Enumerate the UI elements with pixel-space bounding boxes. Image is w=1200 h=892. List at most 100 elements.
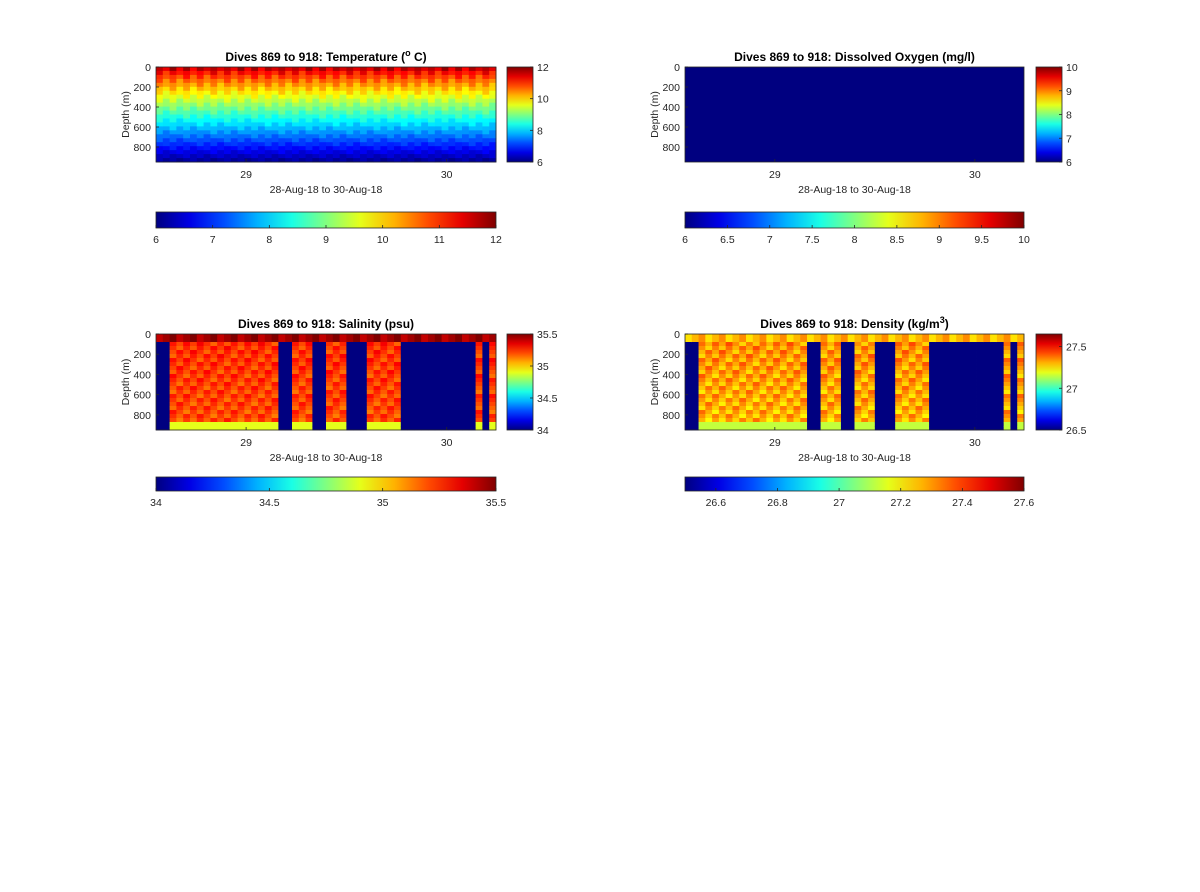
density-heatmap-cell [840,382,849,387]
temperature-heatmap-cell [373,90,381,96]
temperature-heatmap-cell [162,82,170,88]
temperature-heatmap-cell [156,67,164,72]
temperature-heatmap-cell [203,106,211,111]
density-heatmap-cell [739,362,747,367]
density-heatmap-cell [901,382,910,387]
salinity-heatmap-cell [230,334,238,339]
temperature-heatmap-cell [244,158,252,163]
temperature-heatmap-cell [285,142,293,147]
temperature-heatmap-cell [373,150,381,155]
salinity-heatmap-cell [224,426,232,431]
temperature-heatmap-cell [455,106,463,111]
density-heatmap-cell [834,382,842,387]
salinity-heatmap-cell [400,378,408,383]
salinity-heatmap-cell [230,342,238,347]
temperature-heatmap-cell [475,70,483,76]
density-heatmap-cell [779,346,788,351]
density-heatmap-cell [949,338,957,343]
density-heatmap-cell [840,374,849,379]
temperature-heatmap-cell [353,122,361,127]
salinity-heatmap-cell [468,406,476,411]
temperature-heatmap-cell [448,126,456,131]
temperature-heatmap-cell [271,126,279,131]
salinity-heatmap-cell [353,406,361,411]
salinity-heatmap-cell [237,374,245,379]
density-heatmap-cell [868,406,876,411]
salinity-heatmap-cell [326,346,334,351]
density-heatmap-cell [746,366,754,371]
salinity-heatmap-cell [326,354,334,359]
salinity-heatmap-cell [156,346,164,351]
temperature-heatmap-cell [305,70,313,76]
temperature-heatmap-cell [258,150,266,155]
salinity-heatmap-cell [407,382,415,387]
temperature-heatmap-cell [373,86,381,92]
density-heatmap-cell [956,346,964,351]
salinity-heatmap-cell [162,414,170,419]
salinity-heatmap-cell [353,418,361,423]
density-heatmap-cell [739,414,747,419]
oxygen-heatmap-cell [685,67,1024,162]
density-heatmap-cell [793,346,801,351]
salinity-heatmap-cell [298,334,306,339]
density-heatmap-cell [786,394,794,399]
temperature-heatmap-cell [360,122,368,127]
temperature-heatmap-cell [353,102,361,107]
temperature-heatmap-cell [210,138,218,143]
density-heatmap-cell [888,414,896,419]
temperature-heatmap-cell [475,126,483,131]
density-heatmap-cell [840,370,849,375]
density-heatmap-cell [813,410,821,415]
temperature-heatmap-cell [190,142,198,147]
temperature-heatmap-cell [346,150,354,155]
density-heatmap-cell [895,414,903,419]
salinity-heatmap-cell [190,342,198,347]
salinity-heatmap-cell [448,370,456,375]
temperature-heatmap-cell [169,114,177,119]
density-heatmap-cell [976,398,984,403]
density-heatmap-cell [746,422,754,427]
density-heatmap-cell [990,334,998,339]
salinity-heatmap-cell [434,366,442,371]
temperature-heatmap-cell [258,126,266,131]
temperature-heatmap-cell [455,154,463,159]
density-heatmap-cell [739,390,747,395]
salinity-heatmap-cell [292,394,300,399]
density-heatmap-cell [820,418,828,423]
density-heatmap-cell [874,350,883,355]
density-heatmap-cell [813,406,821,411]
salinity-heatmap-cell [441,334,449,339]
density-heatmap-cell [1010,418,1018,423]
temperature-heatmap-cell [162,90,170,96]
temperature-ylabel: Depth (m) [120,91,132,138]
salinity-heatmap-cell [434,414,442,419]
density-heatmap-cell [840,390,849,395]
density-heatmap-cell [861,422,869,427]
salinity-heatmap-cell [462,370,470,375]
density-heatmap-cell [759,402,767,407]
density-heatmap-cell [827,358,835,363]
temperature-heatmap-cell [244,122,252,127]
salinity-heatmap-cell [278,390,286,395]
density-heatmap-cell [793,358,801,363]
temperature-heatmap-cell [380,142,388,147]
temperature-heatmap-cell [360,130,368,135]
salinity-heatmap-cell [169,398,177,403]
density-heatmap-cell [800,398,808,403]
density-heatmap-cell [929,398,937,403]
temperature-heatmap-cell [434,142,442,147]
density-heatmap-cell [990,414,998,419]
temperature-heatmap-cell [346,122,354,127]
temperature-heatmap-cell [339,130,347,135]
temperature-heatmap-cell [292,114,300,119]
density-colorbar [1036,334,1062,430]
density-heatmap-cell [962,410,971,415]
temperature-colorbar-box [506,66,534,163]
temperature-hcolorbar-label: 11 [434,234,445,246]
temperature-heatmap-cell [407,114,415,119]
salinity-heatmap-cell [224,390,232,395]
temperature-heatmap-cell [441,98,449,104]
density-heatmap-cell [746,354,754,359]
salinity-heatmap-cell [387,378,395,383]
density-heatmap-cell [820,410,828,415]
